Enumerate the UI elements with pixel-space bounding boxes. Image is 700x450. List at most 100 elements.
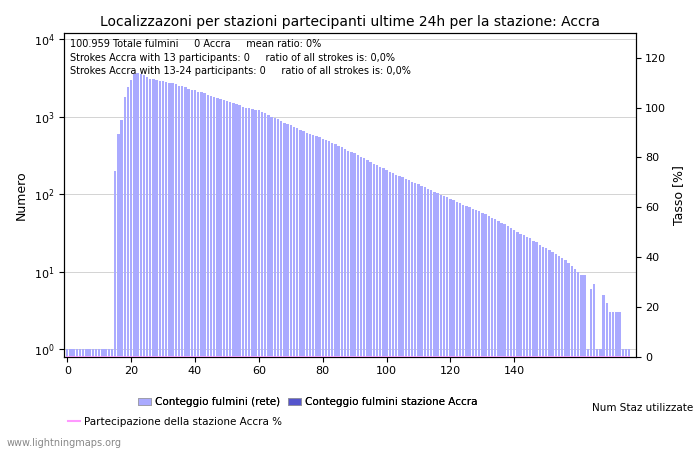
Bar xyxy=(210,96,212,450)
Bar xyxy=(519,234,522,450)
Bar xyxy=(456,202,458,450)
Bar xyxy=(587,349,589,450)
Bar xyxy=(491,217,493,450)
Bar xyxy=(162,81,164,450)
Bar xyxy=(436,193,439,450)
Bar xyxy=(270,117,273,450)
Bar xyxy=(497,221,500,450)
Bar xyxy=(309,134,311,450)
Bar xyxy=(296,128,298,450)
Bar xyxy=(331,143,333,450)
Bar xyxy=(276,119,279,450)
Bar xyxy=(564,261,566,450)
Bar xyxy=(312,135,314,450)
Bar xyxy=(466,206,468,450)
Bar xyxy=(206,95,209,450)
Bar xyxy=(545,248,547,450)
Bar xyxy=(146,77,148,450)
Bar xyxy=(583,275,586,450)
Text: www.lightningmaps.org: www.lightningmaps.org xyxy=(7,438,122,448)
Bar xyxy=(241,107,244,450)
Bar xyxy=(462,205,464,450)
Bar xyxy=(618,312,621,450)
Bar xyxy=(174,85,177,450)
Bar xyxy=(153,79,155,450)
Bar xyxy=(417,184,420,450)
Bar xyxy=(427,189,429,450)
Bar xyxy=(85,349,88,450)
Bar xyxy=(356,155,359,450)
Bar xyxy=(255,110,257,450)
Bar xyxy=(392,173,394,450)
Bar xyxy=(149,79,151,450)
Bar xyxy=(536,242,538,450)
Bar xyxy=(593,284,595,450)
Bar xyxy=(443,196,445,450)
Bar xyxy=(286,124,289,450)
Bar xyxy=(181,86,183,450)
Bar xyxy=(235,104,238,450)
Bar xyxy=(335,144,337,450)
Bar xyxy=(159,81,161,450)
Bar xyxy=(248,108,251,450)
Bar xyxy=(130,80,132,450)
Bar xyxy=(561,258,564,450)
Bar xyxy=(603,295,605,450)
Bar xyxy=(190,90,193,450)
Bar xyxy=(625,349,627,450)
Bar xyxy=(347,151,349,450)
Bar xyxy=(82,349,85,450)
Bar xyxy=(267,115,270,450)
Bar xyxy=(225,101,228,450)
Bar xyxy=(500,223,503,450)
Text: 100.959 Totale fulmini     0 Accra     mean ratio: 0%
Strokes Accra with 13 part: 100.959 Totale fulmini 0 Accra mean rati… xyxy=(70,40,411,76)
Bar xyxy=(523,235,525,450)
Bar xyxy=(120,120,122,450)
Bar xyxy=(133,74,136,450)
Bar xyxy=(258,111,260,450)
Bar xyxy=(219,99,222,450)
Bar xyxy=(337,146,340,450)
Bar xyxy=(414,183,416,450)
Bar xyxy=(577,272,580,450)
Bar xyxy=(69,349,71,450)
Bar xyxy=(108,349,110,450)
Bar xyxy=(487,216,490,450)
Bar xyxy=(111,349,113,450)
Bar xyxy=(136,73,139,450)
Bar xyxy=(398,176,400,450)
Bar xyxy=(372,164,375,450)
Bar xyxy=(503,224,506,450)
Bar xyxy=(172,83,174,450)
Bar xyxy=(165,82,167,450)
Bar xyxy=(589,289,592,450)
Bar xyxy=(188,89,190,450)
Bar xyxy=(366,160,369,450)
Bar xyxy=(274,118,276,450)
Bar xyxy=(407,180,410,450)
Bar xyxy=(552,252,554,450)
Title: Localizzazoni per stazioni partecipanti ultime 24h per la stazione: Accra: Localizzazoni per stazioni partecipanti … xyxy=(100,15,600,29)
Bar xyxy=(532,241,535,450)
Bar xyxy=(143,76,145,450)
Bar xyxy=(363,158,365,450)
Bar xyxy=(204,93,206,450)
Bar xyxy=(168,83,171,450)
Bar xyxy=(570,266,573,450)
Bar xyxy=(360,157,362,450)
Bar xyxy=(494,219,496,450)
Bar xyxy=(517,231,519,450)
Bar xyxy=(554,254,557,450)
Bar xyxy=(239,105,241,450)
Bar xyxy=(216,98,218,450)
Bar xyxy=(299,130,302,450)
Bar xyxy=(155,80,158,450)
Bar xyxy=(568,263,570,450)
Bar xyxy=(596,349,598,450)
Bar xyxy=(261,112,263,450)
Y-axis label: Tasso [%]: Tasso [%] xyxy=(672,165,685,225)
Bar xyxy=(475,210,477,450)
Bar xyxy=(472,209,474,450)
Legend: Partecipazione della stazione Accra %: Partecipazione della stazione Accra % xyxy=(64,413,286,431)
Bar xyxy=(194,90,196,450)
